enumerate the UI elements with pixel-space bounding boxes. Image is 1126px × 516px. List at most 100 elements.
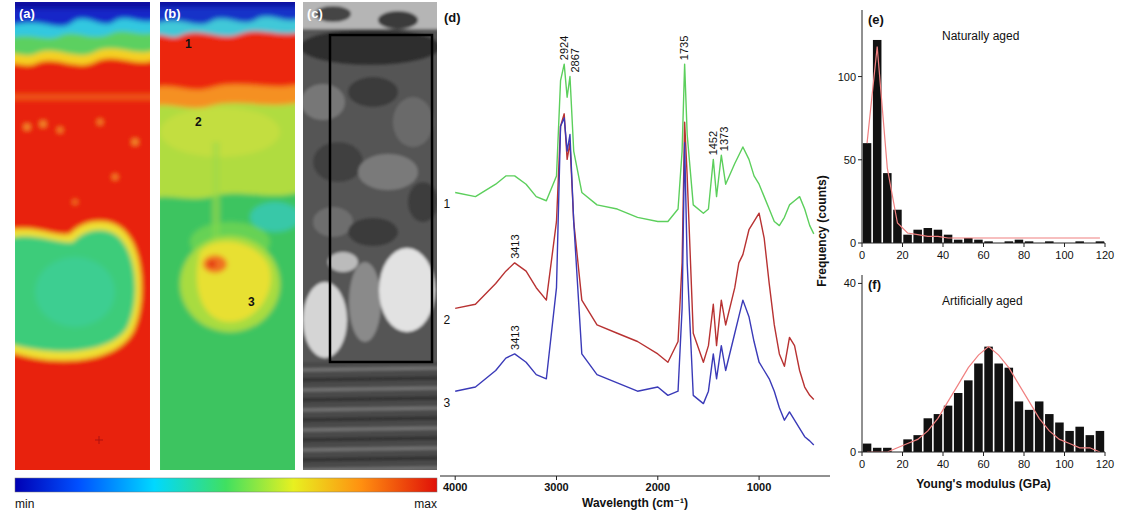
peak-label: 3413 xyxy=(509,325,521,349)
field xyxy=(160,2,295,108)
texture xyxy=(358,154,418,190)
y-tick-label: 100 xyxy=(838,71,856,83)
y-axis xyxy=(862,10,863,243)
peak-label: 3413 xyxy=(509,234,521,258)
histogram-bar xyxy=(984,347,993,452)
field xyxy=(180,236,280,332)
x-axis-title: Wavelength (cm⁻¹) xyxy=(582,496,688,510)
fit-line xyxy=(867,347,1100,452)
texture xyxy=(303,468,437,470)
x-tick xyxy=(455,476,456,480)
histogram-bar xyxy=(944,235,953,243)
histogram-bar xyxy=(1015,401,1024,452)
field xyxy=(15,94,150,100)
field xyxy=(160,2,295,24)
color-bar xyxy=(15,478,437,492)
x-tick xyxy=(1105,452,1106,456)
x-tick xyxy=(983,243,984,247)
x-tick-label: 40 xyxy=(937,249,949,261)
texture xyxy=(303,428,437,430)
x-tick xyxy=(556,476,557,480)
field xyxy=(303,2,437,470)
histogram-bar xyxy=(863,143,872,243)
histogram-bar xyxy=(994,364,1003,453)
texture xyxy=(303,368,437,370)
x-tick xyxy=(902,452,903,456)
texture xyxy=(393,97,433,147)
histogram-bar xyxy=(964,380,973,452)
x-tick xyxy=(943,243,944,247)
spot xyxy=(113,175,118,180)
x-tick-label: 120 xyxy=(1096,458,1114,470)
histogram-bar xyxy=(1065,431,1074,452)
y-tick xyxy=(858,159,862,160)
texture xyxy=(303,448,437,450)
x-tick-label: 0 xyxy=(859,249,865,261)
field xyxy=(160,2,295,37)
field xyxy=(15,2,150,65)
histogram-bar xyxy=(964,238,973,243)
texture xyxy=(348,218,398,246)
texture xyxy=(303,458,437,460)
field xyxy=(303,282,347,358)
color-bar-label: min xyxy=(15,497,34,511)
panel-label: (b) xyxy=(164,6,181,21)
field xyxy=(303,362,437,470)
x-tick-label: 3000 xyxy=(544,481,568,493)
panel-label: (e) xyxy=(868,12,884,27)
x-tick xyxy=(1064,452,1065,456)
x-tick-label: 120 xyxy=(1096,249,1114,261)
panel-label: (d) xyxy=(444,10,461,25)
y-tick xyxy=(858,452,862,453)
histogram-bar xyxy=(934,414,943,452)
texture xyxy=(303,378,437,380)
heat-map xyxy=(15,2,150,470)
map-annotation: 1 xyxy=(185,37,192,51)
peak-label: 1373 xyxy=(718,127,730,151)
panel-title: Naturally aged xyxy=(942,29,1019,43)
cross-marker xyxy=(95,436,103,444)
field xyxy=(15,230,135,352)
color-bar-label: max xyxy=(414,497,437,511)
panel-label: (a) xyxy=(19,6,35,21)
series-label: 3 xyxy=(444,396,451,410)
field xyxy=(15,2,150,55)
field xyxy=(349,262,381,342)
y-tick xyxy=(858,283,862,284)
spectrum-line xyxy=(455,64,814,234)
x-tick-label: 20 xyxy=(896,458,908,470)
x-tick-label: 80 xyxy=(1018,458,1030,470)
histogram-bar xyxy=(863,444,872,452)
field xyxy=(303,2,437,29)
spot xyxy=(73,200,77,204)
y-tick-label: 40 xyxy=(844,277,856,289)
texture xyxy=(303,418,437,420)
histogram-bar xyxy=(1025,410,1034,452)
spot xyxy=(132,139,138,145)
y-tick-label: 0 xyxy=(850,446,856,458)
texture xyxy=(303,84,345,120)
x-tick-label: 0 xyxy=(859,458,865,470)
x-tick-label: 40 xyxy=(937,458,949,470)
spot xyxy=(98,120,103,125)
histogram-bar xyxy=(913,435,922,452)
field xyxy=(160,2,295,90)
x-tick-label: 60 xyxy=(977,249,989,261)
x-tick xyxy=(1024,452,1025,456)
histogram-bar xyxy=(1096,431,1105,452)
figure: (a)(b)123(c)minmax1233413341329242867173… xyxy=(0,0,1126,516)
x-tick xyxy=(759,476,760,480)
x-tick-label: 100 xyxy=(1055,458,1073,470)
field xyxy=(15,2,150,9)
plot-area xyxy=(863,40,1104,243)
histogram-bar xyxy=(924,418,933,452)
spot xyxy=(58,128,63,133)
field xyxy=(197,242,271,323)
field xyxy=(160,97,295,199)
peak-label: 1735 xyxy=(678,36,690,60)
micrograph xyxy=(303,2,437,470)
histogram-bar xyxy=(954,393,963,452)
field xyxy=(378,11,418,29)
field xyxy=(208,261,216,267)
y-tick-label: 50 xyxy=(844,154,856,166)
